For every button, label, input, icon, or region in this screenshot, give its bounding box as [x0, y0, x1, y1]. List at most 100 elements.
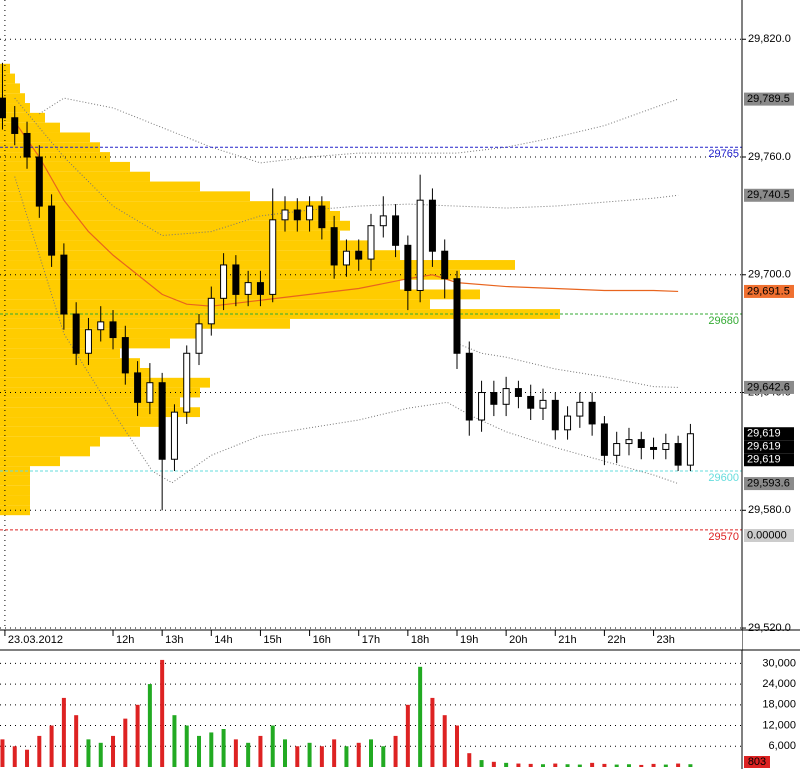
volume-bar	[405, 704, 410, 767]
volume-bar	[147, 684, 152, 767]
x-tick-label: 20h	[509, 634, 527, 646]
candle-body	[134, 372, 142, 403]
volume-tick-label: 12,000	[762, 719, 796, 731]
profile-bar	[0, 407, 200, 418]
candle-body	[379, 215, 387, 227]
candle-body	[625, 439, 633, 445]
candle-body	[564, 415, 572, 431]
volume-bar	[319, 746, 324, 767]
volume-bar	[25, 749, 30, 767]
volume-bar	[221, 729, 226, 767]
volume-bar	[233, 739, 238, 767]
profile-bar	[0, 446, 90, 457]
candle-body	[232, 264, 240, 295]
candle-body	[318, 205, 326, 229]
volume-bar	[553, 763, 558, 767]
profile-bar	[0, 485, 30, 496]
x-tick-label: 18h	[411, 634, 429, 646]
profile-bar	[0, 250, 400, 261]
profile-bar	[0, 93, 25, 104]
volume-tick-label: 6,000	[768, 740, 796, 752]
x-tick-label: 21h	[558, 634, 576, 646]
price-tag	[744, 453, 794, 467]
volume-panel: 6,000 12,000 18,000 24,000 30,000	[0, 657, 796, 767]
band-line	[14, 121, 679, 307]
profile-bar	[0, 358, 140, 368]
volume-bar	[0, 739, 5, 767]
profile-bar	[0, 377, 210, 388]
profile-bar	[0, 171, 150, 182]
volume-bar	[393, 735, 398, 767]
volume-bar	[332, 739, 337, 767]
level-label: 29765	[708, 148, 739, 160]
y-tick-label: 29,520.0	[748, 622, 791, 634]
volume-bar	[614, 764, 619, 767]
candle-body	[404, 244, 412, 291]
candle-body	[342, 250, 350, 266]
candle-body	[220, 264, 228, 299]
volume-bar	[61, 697, 66, 767]
volume-bar	[528, 763, 533, 767]
price-tag-label: 29,789.5	[747, 93, 790, 105]
volume-bar	[246, 742, 251, 767]
profile-bar	[0, 240, 370, 251]
profile-bar	[0, 201, 330, 211]
candle-body	[355, 250, 363, 260]
volume-bar	[209, 732, 214, 767]
y-tick-label: 29,820.0	[748, 33, 791, 45]
x-tick-label: 12h	[116, 634, 134, 646]
profile-bar	[0, 191, 250, 202]
info-tag	[744, 529, 794, 542]
profile-bar	[0, 63, 10, 74]
volume-bar	[418, 666, 423, 767]
volume-bar	[49, 725, 54, 767]
volume-tick-label: 30,000	[762, 657, 796, 669]
volume-bar	[172, 715, 177, 767]
profile-bar	[0, 318, 290, 329]
y-tick-label: 29,580.0	[748, 504, 791, 516]
price-tag	[744, 427, 794, 441]
x-tick-label: 23h	[657, 634, 675, 646]
y-tick-label: 29,760.0	[748, 151, 791, 163]
volume-bar	[577, 764, 582, 767]
candle-body	[527, 395, 535, 409]
candle-body	[244, 282, 252, 295]
candle-body	[514, 388, 522, 397]
x-tick-label: 23.03.2012	[8, 634, 63, 646]
levels: 29765 29680 29600 29570	[0, 146, 742, 543]
price-tag-label: 29,619	[747, 428, 781, 440]
profile-bar	[0, 181, 200, 192]
candle-body	[600, 423, 608, 456]
candle-body	[662, 443, 670, 450]
profile-bar	[0, 456, 60, 467]
candle-body	[441, 250, 449, 280]
candle-body	[330, 227, 338, 266]
candle-body	[490, 392, 498, 405]
volume-bar	[184, 725, 189, 767]
candle-body	[207, 297, 215, 325]
price-tags: 803 29,789.5 29,740.5 29,691.5 29,642.6 29,61…	[744, 92, 794, 768]
candle-body	[686, 433, 694, 466]
candle-body	[84, 329, 92, 354]
candle-body	[416, 199, 424, 291]
price-tag	[744, 92, 794, 106]
candle-body	[0, 97, 6, 119]
volume-bar	[430, 697, 435, 767]
volume-bar	[676, 763, 681, 767]
volume-bar	[479, 760, 484, 767]
candle-body	[281, 209, 289, 221]
profile-bar	[0, 289, 480, 300]
price-tag-label: 29,619	[747, 441, 781, 453]
candle-body	[183, 352, 191, 413]
volume-bar	[197, 735, 202, 767]
candle-body	[367, 225, 375, 260]
band-line	[39, 97, 679, 164]
candle-body	[428, 199, 436, 252]
candle-body	[576, 401, 584, 417]
profile-bar	[0, 279, 400, 290]
candle-body	[48, 205, 56, 256]
volume-bar	[516, 763, 521, 767]
volume-bar	[98, 742, 103, 767]
price-tag-label: 29,619	[747, 454, 781, 466]
